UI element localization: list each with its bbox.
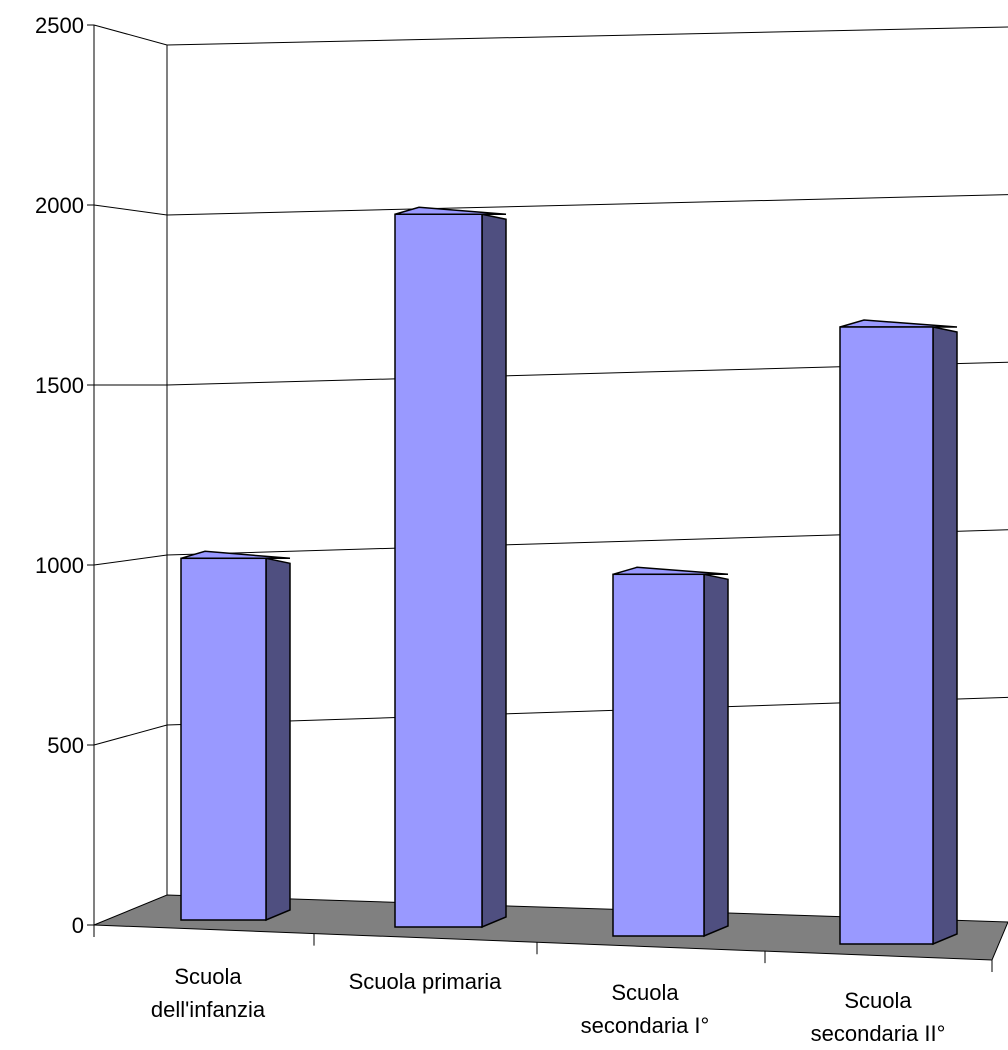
bar (839, 326, 934, 945)
bars (180, 206, 958, 946)
gridline-back (166, 26, 1008, 46)
bar-side (703, 573, 729, 938)
bar (612, 573, 705, 937)
bar-side (481, 213, 507, 929)
bar-top (180, 550, 291, 560)
x-tick-label: secondaria I° (581, 1013, 710, 1038)
y-tick-label: 0 (72, 913, 84, 938)
bar-top (839, 319, 958, 328)
gridline-side (93, 24, 168, 46)
y-tick-label: 500 (47, 733, 84, 758)
y-tick-label: 2000 (35, 193, 84, 218)
category-labels: Scuola dell'infanzia Scuola primaria Scuola… (151, 964, 946, 1046)
x-tick-label: secondaria II° (811, 1021, 946, 1046)
bar-top (612, 566, 729, 576)
gridline-side (93, 724, 168, 746)
bar (180, 557, 267, 921)
x-tick-label: Scuola (174, 964, 242, 989)
gridline-side (93, 554, 168, 566)
bar-side (265, 557, 291, 922)
x-tick-label: dell'infanzia (151, 997, 266, 1022)
chart-floor (93, 894, 1008, 961)
y-axis: 0 500 1000 1500 2000 2500 (35, 13, 993, 972)
floor-plane (93, 894, 1008, 961)
gridline-back (166, 194, 1008, 216)
gridline-side (93, 204, 168, 216)
y-tick-label: 2500 (35, 13, 84, 38)
bar (394, 213, 483, 928)
bar-side (932, 326, 958, 946)
x-tick-label: Scuola primaria (349, 969, 503, 994)
x-tick-label: Scuola (844, 988, 912, 1013)
y-tick-label: 1000 (35, 553, 84, 578)
y-tick-label: 1500 (35, 373, 84, 398)
x-tick-label: Scuola (611, 980, 679, 1005)
